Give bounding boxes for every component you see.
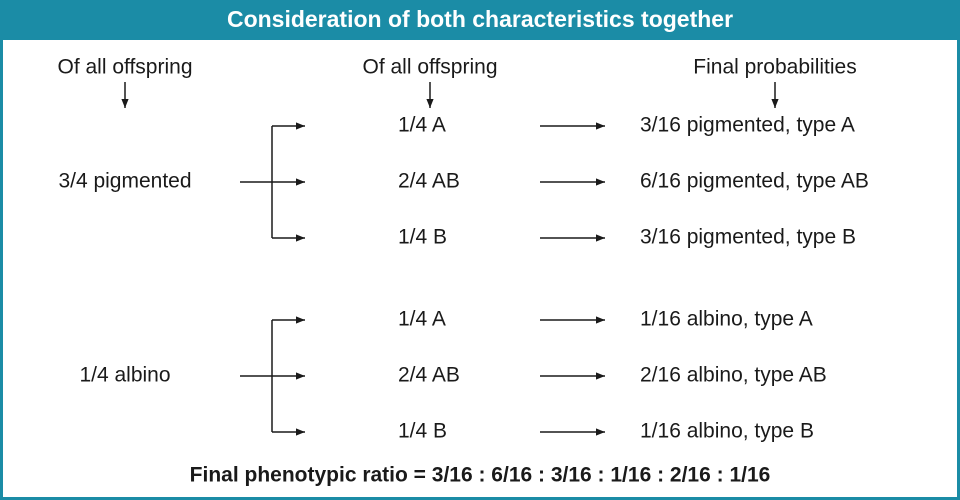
column-header: Final probabilities <box>693 56 856 79</box>
branch-label: 1/4 A <box>398 308 446 331</box>
group-label: 3/4 pigmented <box>58 170 191 193</box>
result-label: 6/16 pigmented, type AB <box>640 170 869 193</box>
result-label: 2/16 albino, type AB <box>640 364 827 387</box>
header-band <box>0 0 960 40</box>
branch-label: 2/4 AB <box>398 364 460 387</box>
branch-label: 2/4 AB <box>398 170 460 193</box>
result-label: 1/16 albino, type A <box>640 308 813 331</box>
footer: Final phenotypic ratio = 3/16 : 6/16 : 3… <box>190 464 771 487</box>
group-label: 1/4 albino <box>79 364 170 387</box>
branch-label: 1/4 B <box>398 420 447 443</box>
column-header: Of all offspring <box>57 56 192 79</box>
title: Consideration of both characteristics to… <box>227 6 733 32</box>
branch-label: 1/4 A <box>398 114 446 137</box>
result-label: 3/16 pigmented, type B <box>640 226 856 249</box>
result-label: 1/16 albino, type B <box>640 420 814 443</box>
column-header: Of all offspring <box>362 56 497 79</box>
result-label: 3/16 pigmented, type A <box>640 114 855 137</box>
branch-label: 1/4 B <box>398 226 447 249</box>
